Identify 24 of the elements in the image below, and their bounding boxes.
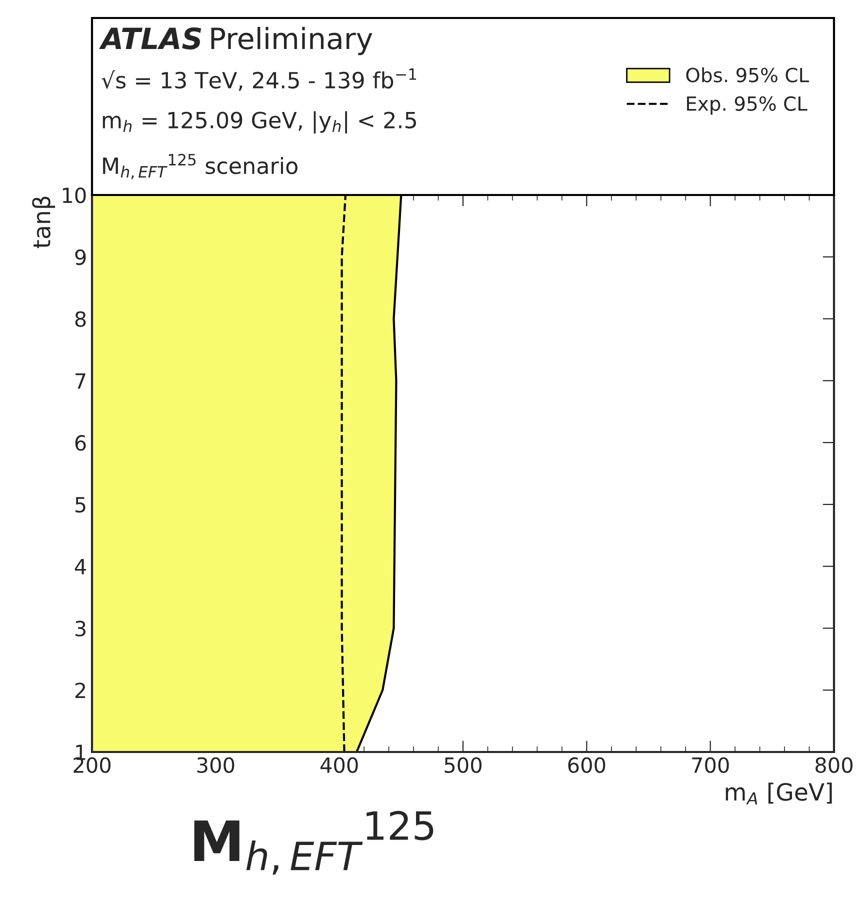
y-tick-label: 6: [75, 435, 86, 451]
text: M$_{h,EFT}$$^{125}$: [194, 810, 434, 875]
y-tick-label: 10: [62, 187, 86, 204]
x-tick-label: 500: [444, 757, 482, 773]
y-tick-label: 8: [75, 311, 86, 327]
x-tick-label: 400: [320, 757, 358, 773]
text: √s = 13 TeV, 24.5 - 139 fb$^{−1}$: [102, 68, 416, 91]
x-tick-label: 600: [568, 757, 606, 773]
x-tick-label: 700: [692, 757, 729, 773]
y-tick-label: 4: [74, 559, 86, 574]
legend-label: Exp. 95% CL: [687, 96, 808, 115]
text: m$_{h}$ = 125.09 GeV, |y$_{h}$| < 2.5: [102, 111, 416, 134]
x-tick-label: 800: [816, 757, 852, 773]
chart-title: ATLAS Preliminary: [99, 26, 372, 56]
y-tick-label: 3: [75, 620, 86, 636]
y-tick-label: 5: [75, 497, 86, 513]
y-tick-label: 9: [75, 249, 86, 266]
x-tick-label: 300: [197, 757, 234, 773]
text: M$_{h,EFT}$$^{125}$ scenario: [103, 154, 298, 180]
legend-label: Obs. 95% CL: [686, 67, 809, 82]
y-tick-label: 7: [76, 373, 86, 389]
x-axis-title: m$_{A}$ [GeV]: [726, 782, 832, 804]
y-tick-label: 2: [75, 682, 86, 698]
y-axis-title: tanβ: [32, 196, 56, 248]
